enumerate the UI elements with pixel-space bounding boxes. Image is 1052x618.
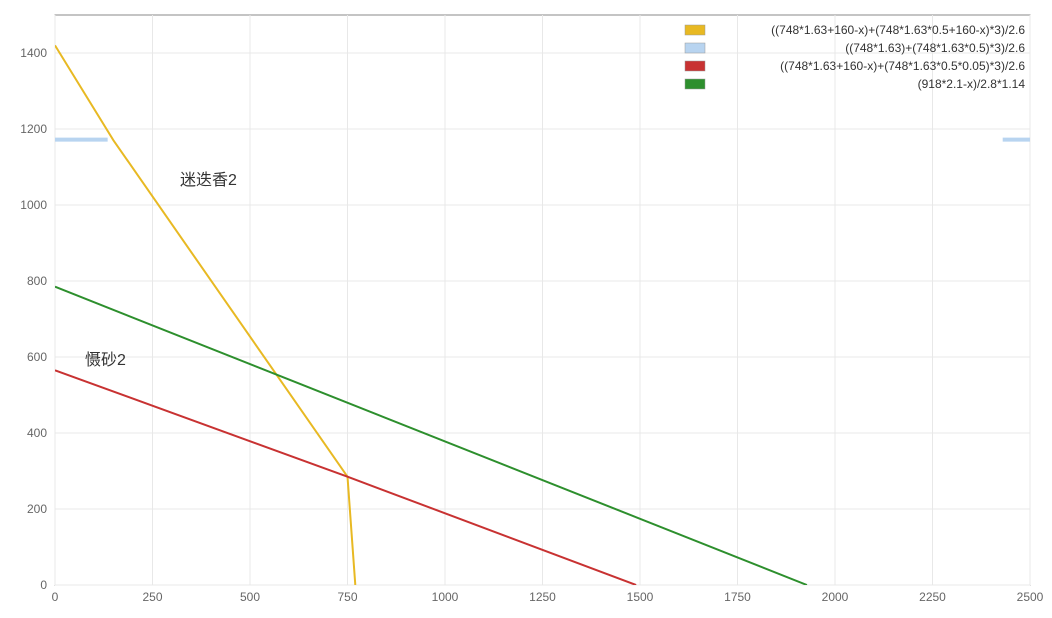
chart-bg xyxy=(0,0,1052,618)
x-tick-label: 250 xyxy=(142,590,162,604)
x-tick-label: 2000 xyxy=(822,590,849,604)
legend-label: ((748*1.63+160-x)+(748*1.63*0.5+160-x)*3… xyxy=(771,23,1025,37)
x-tick-label: 1750 xyxy=(724,590,751,604)
legend-swatch xyxy=(685,61,705,71)
x-tick-label: 1500 xyxy=(627,590,654,604)
legend-swatch xyxy=(685,79,705,89)
annotation-1: 慑砂2 xyxy=(85,351,126,369)
y-tick-label: 1200 xyxy=(20,122,47,136)
y-tick-label: 0 xyxy=(40,578,47,592)
legend-swatch xyxy=(685,25,705,35)
chart-container: 0 250 500 750 1000 1250 1500 1750 2000 2250 2500 0 2… xyxy=(0,0,1052,618)
legend-label: (918*2.1-x)/2.8*1.14 xyxy=(918,77,1026,91)
chart-svg: 0 250 500 750 1000 1250 1500 1750 2000 2250 2500 0 2… xyxy=(0,0,1052,618)
legend-label: ((748*1.63)+(748*1.63*0.5)*3)/2.6 xyxy=(845,41,1025,55)
y-tick-label: 1400 xyxy=(20,46,47,60)
x-tick-label: 500 xyxy=(240,590,260,604)
y-tick-label: 800 xyxy=(27,274,47,288)
x-tick-label: 750 xyxy=(337,590,357,604)
y-tick-label: 200 xyxy=(27,502,47,516)
legend-swatch xyxy=(685,43,705,53)
y-tick-label: 600 xyxy=(27,350,47,364)
x-tick-label: 1250 xyxy=(529,590,556,604)
x-tick-label: 2250 xyxy=(919,590,946,604)
x-tick-label: 1000 xyxy=(432,590,459,604)
y-tick-label: 1000 xyxy=(20,198,47,212)
x-tick-label: 0 xyxy=(52,590,59,604)
x-tick-label: 2500 xyxy=(1017,590,1044,604)
annotation-0: 迷迭香2 xyxy=(180,171,237,189)
legend-label: ((748*1.63+160-x)+(748*1.63*0.5*0.05)*3)… xyxy=(780,59,1025,73)
y-tick-label: 400 xyxy=(27,426,47,440)
